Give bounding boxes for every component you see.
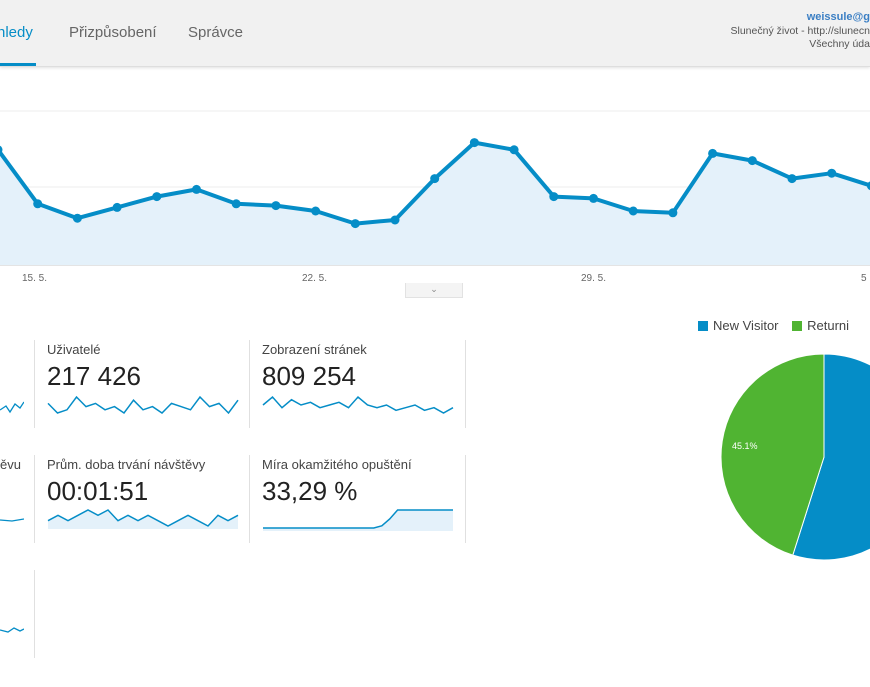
metric-label: Zobrazení stránek	[262, 342, 367, 357]
data-point[interactable]	[628, 206, 638, 216]
tab-spravce[interactable]: Správce	[188, 24, 244, 41]
data-point[interactable]	[0, 145, 3, 154]
account-view[interactable]: Všechny úda	[809, 38, 870, 50]
tab-prizpusobeni[interactable]: Přizpůsobení	[69, 24, 157, 41]
data-point[interactable]	[747, 156, 757, 166]
tile-divider	[34, 455, 35, 543]
sparkline-bounce-rate	[263, 509, 453, 531]
partial-sparkline	[0, 627, 24, 633]
sparkline-avg-session	[47, 509, 239, 529]
data-point[interactable]	[72, 213, 82, 223]
tile-divider	[34, 570, 35, 658]
metric-label-partial: ěvu	[0, 457, 21, 472]
metric-value: 00:01:51	[47, 476, 149, 506]
data-point[interactable]	[231, 199, 241, 209]
chevron-down-icon: ⌄	[430, 284, 438, 294]
sparkline-users	[47, 395, 239, 415]
metric-value: 217 426	[47, 361, 141, 391]
data-point[interactable]	[152, 192, 162, 202]
metric-label: Míra okamžitého opuštění	[262, 457, 412, 472]
legend-label: New Visitor	[713, 318, 779, 333]
sparkline-pageviews	[262, 395, 454, 414]
sparkline-line	[47, 509, 239, 527]
tile-divider	[249, 455, 250, 543]
pie-slice-label: 45.1%	[732, 441, 758, 451]
legend-item-new-visitor[interactable]: New Visitor	[698, 318, 782, 333]
tile-divider	[34, 340, 35, 428]
data-point[interactable]	[589, 193, 598, 203]
active-tab-indicator	[0, 63, 36, 66]
metric-bounce-rate[interactable]: Míra okamžitého opuštění 33,29 %	[262, 457, 412, 507]
account-property[interactable]: Slunečný život - http://slunecn	[730, 25, 870, 37]
data-point[interactable]	[311, 206, 321, 216]
data-point[interactable]	[509, 145, 519, 155]
tab-prehledy[interactable]: hledy	[0, 24, 33, 41]
legend-swatch	[698, 321, 708, 331]
x-tick-label: 22. 5.	[302, 273, 327, 284]
top-navigation-bar: hledy Přizpůsobení Správce weissule@g Sl…	[0, 0, 870, 67]
partial-sparkline	[0, 401, 24, 414]
metric-pageviews[interactable]: Zobrazení stránek 809 254	[262, 342, 367, 392]
line-chart-svg: 15. 5. 22. 5. 29. 5. 5	[0, 110, 870, 284]
sparkline-line	[47, 395, 239, 415]
data-point[interactable]	[866, 181, 870, 191]
data-point[interactable]	[271, 201, 281, 211]
account-email[interactable]: weissule@g	[806, 11, 870, 23]
data-point[interactable]	[33, 199, 43, 209]
data-point[interactable]	[549, 192, 559, 202]
metric-value: 809 254	[262, 361, 356, 391]
metric-label: Uživatelé	[47, 342, 101, 357]
sparkline-line	[263, 509, 453, 529]
data-point[interactable]	[787, 174, 797, 184]
pie-legend: New Visitor Returni	[698, 318, 849, 333]
legend-swatch	[792, 321, 803, 331]
partial-sparkline	[0, 518, 24, 522]
chart-expander[interactable]: ⌄	[405, 283, 463, 298]
area-fill	[0, 142, 870, 265]
metric-label: Prům. doba trvání návštěvy	[47, 457, 206, 472]
visitor-pie-chart: 45.1%	[720, 353, 870, 561]
data-point[interactable]	[112, 202, 122, 212]
x-tick-label: 15. 5.	[22, 273, 47, 284]
data-point[interactable]	[469, 138, 479, 148]
metric-value: 33,29 %	[262, 476, 358, 506]
data-point[interactable]	[390, 215, 400, 225]
sparkline-fill	[263, 510, 453, 531]
data-point[interactable]	[827, 168, 837, 178]
x-tick-label: 5	[861, 273, 867, 284]
sessions-line-chart: 15. 5. 22. 5. 29. 5. 5	[0, 110, 870, 295]
data-points	[0, 138, 870, 229]
data-point[interactable]	[708, 148, 718, 158]
legend-item-returning-visitor[interactable]: Returni	[792, 318, 849, 333]
data-point[interactable]	[350, 219, 360, 229]
sparkline-line	[262, 395, 454, 414]
pie-slice[interactable]	[720, 353, 825, 556]
tile-divider	[465, 340, 466, 428]
sparkline-fill	[48, 510, 238, 529]
tile-divider	[465, 455, 466, 543]
metric-users[interactable]: Uživatelé 217 426	[47, 342, 141, 392]
tile-divider	[249, 340, 250, 428]
legend-label: Returni	[807, 318, 850, 333]
data-point[interactable]	[192, 184, 201, 194]
data-point[interactable]	[668, 208, 678, 218]
x-tick-label: 29. 5.	[581, 273, 606, 284]
pie-slice[interactable]	[792, 353, 870, 561]
metric-avg-session[interactable]: Prům. doba trvání návštěvy 00:01:51	[47, 457, 205, 507]
data-point[interactable]	[430, 174, 440, 184]
